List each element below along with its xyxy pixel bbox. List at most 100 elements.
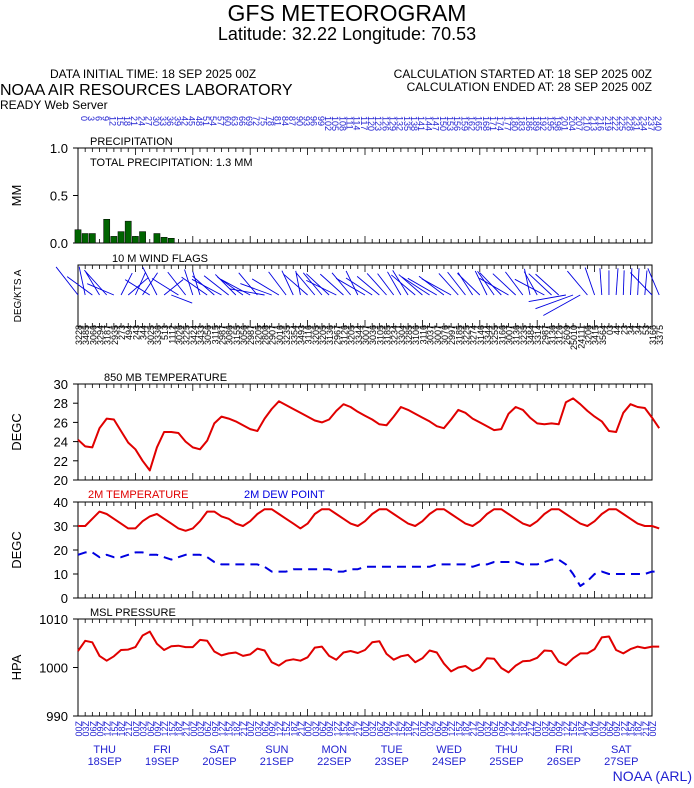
wind-label: 2935 (110, 325, 120, 345)
y-tick-label: 22 (54, 454, 68, 469)
utc-hour-label: 03Z (540, 721, 550, 737)
utc-hour-label: 21Z (239, 721, 249, 737)
forecast-hour-label: 15 (115, 116, 125, 126)
date-label: 22SEP (317, 756, 351, 768)
wind-label: 3185 (454, 325, 464, 345)
forecast-hour-label: 120 (366, 116, 376, 131)
forecast-hour-label: 30 (151, 116, 161, 126)
wind-label: 24111 (576, 325, 586, 349)
calculation-ended: CALCULATION ENDED AT: 28 SEP 2025 00Z (406, 80, 652, 94)
wind-label: 3155 (232, 325, 242, 345)
y-tick-label: 20 (54, 543, 68, 558)
forecast-hour-label: 204 (567, 116, 577, 131)
forecast-hour-label: 192 (538, 116, 548, 131)
calculation-started: CALCULATION STARTED AT: 18 SEP 2025 00Z (393, 67, 652, 81)
panel-title-wind: 10 M WIND FLAGS (112, 253, 208, 265)
forecast-hour-label: 78 (266, 116, 276, 126)
wind-flag (647, 268, 660, 296)
utc-hour-label: 06Z (318, 721, 328, 737)
forecast-hour-label: 126 (380, 116, 390, 131)
utc-hour-label: 12Z (218, 721, 228, 737)
wind-label: 53 (641, 325, 651, 335)
wind-label: 3294 (96, 325, 106, 345)
forecast-hour-label: 132 (395, 116, 405, 131)
wind-label: 3026 (174, 325, 184, 345)
wind-flag (142, 266, 158, 296)
precip-bar (103, 219, 111, 244)
y-axis-label-2: DEG/KTS A (13, 269, 24, 322)
wind-label: 3235 (282, 325, 292, 345)
wind-flag (630, 268, 633, 296)
wind-flag (457, 273, 481, 296)
wind-label: 3066 (88, 325, 98, 345)
wind-label: 3056 (203, 325, 213, 345)
date-label: 19SEP (145, 756, 179, 768)
forecast-hour-label: 90 (294, 116, 304, 126)
utc-hour-label: 09Z (383, 721, 393, 737)
forecast-hour-label: 219 (603, 116, 613, 131)
utc-hour-label: 12Z (275, 721, 285, 737)
wind-flag (66, 276, 93, 296)
y-tick-label: 0 (61, 591, 68, 606)
wind-label: 2987 (540, 325, 550, 345)
forecast-hour-label: 156 (452, 116, 462, 131)
forecast-hour-label: 105 (330, 116, 340, 131)
forecast-hour-label: 222 (610, 116, 620, 131)
forecast-hour-label: 69 (244, 116, 254, 126)
forecast-hour-label: 0 (79, 116, 89, 121)
utc-hour-label: 06Z (490, 721, 500, 737)
day-of-week-label: WED (436, 744, 462, 756)
utc-hour-label: 12Z (505, 721, 515, 737)
utc-hour-label: 15Z (397, 721, 407, 737)
wind-label: 3285 (404, 325, 414, 345)
utc-hour-label: 09Z (612, 721, 622, 737)
utc-hour-label: 00Z (648, 721, 658, 737)
utc-hour-label: 00Z (361, 721, 371, 737)
wind-flag (305, 273, 330, 296)
wind-flag (220, 278, 251, 296)
forecast-hour-label: 213 (588, 116, 598, 131)
forecast-hour-label: 201 (560, 116, 570, 131)
y-axis-label-3: DEGC (9, 413, 24, 451)
wind-label: 34 (634, 325, 644, 335)
series-line-dew-point (77, 551, 660, 587)
forecast-hour-label: 24 (136, 116, 146, 126)
wind-flag (335, 277, 366, 296)
utc-hour-label: 09Z (210, 721, 220, 737)
wind-label: 44 (612, 325, 622, 335)
wind-flag (124, 279, 150, 296)
y-tick-label: 24 (54, 435, 68, 450)
forecast-hour-label: 108 (337, 116, 347, 131)
wind-label: 3105 (375, 325, 385, 345)
forecast-hour-label: 72 (251, 116, 261, 126)
wind-flag (543, 294, 581, 316)
day-of-week-label: THU (495, 744, 518, 756)
wind-label: 3086 (225, 325, 235, 345)
y-tick-label: 40 (54, 495, 68, 510)
precip-bar (167, 238, 175, 244)
utc-hour-label: 15Z (626, 721, 636, 737)
utc-hour-label: 12Z (447, 721, 457, 737)
wind-flag (240, 283, 272, 296)
wind-label: 3205 (318, 325, 328, 345)
y-tick-label: 1010 (39, 612, 68, 627)
wind-label: 3344 (354, 325, 364, 345)
wind-flag (84, 269, 108, 296)
forecast-hour-label: 195 (545, 116, 555, 131)
utc-hour-label: 21Z (583, 721, 593, 737)
wind-label: 3076 (440, 325, 450, 345)
wind-label: 3116 (418, 325, 428, 344)
forecast-hour-label: 6 (93, 116, 103, 121)
wind-label: 3016 (275, 325, 285, 345)
wind-label: 3336 (153, 325, 163, 345)
utc-hour-label: 09Z (325, 721, 335, 737)
utc-hour-label: 09Z (153, 721, 163, 737)
precip-bar (81, 233, 89, 244)
wind-flag (171, 294, 193, 304)
utc-hour-label: 00Z (533, 721, 543, 737)
wind-flag (295, 272, 316, 296)
y-axis-label-4: DEGC (9, 531, 24, 569)
wind-label: 3166 (648, 325, 658, 345)
panel-frame-5 (77, 618, 653, 717)
utc-hour-label: 18Z (576, 721, 586, 737)
